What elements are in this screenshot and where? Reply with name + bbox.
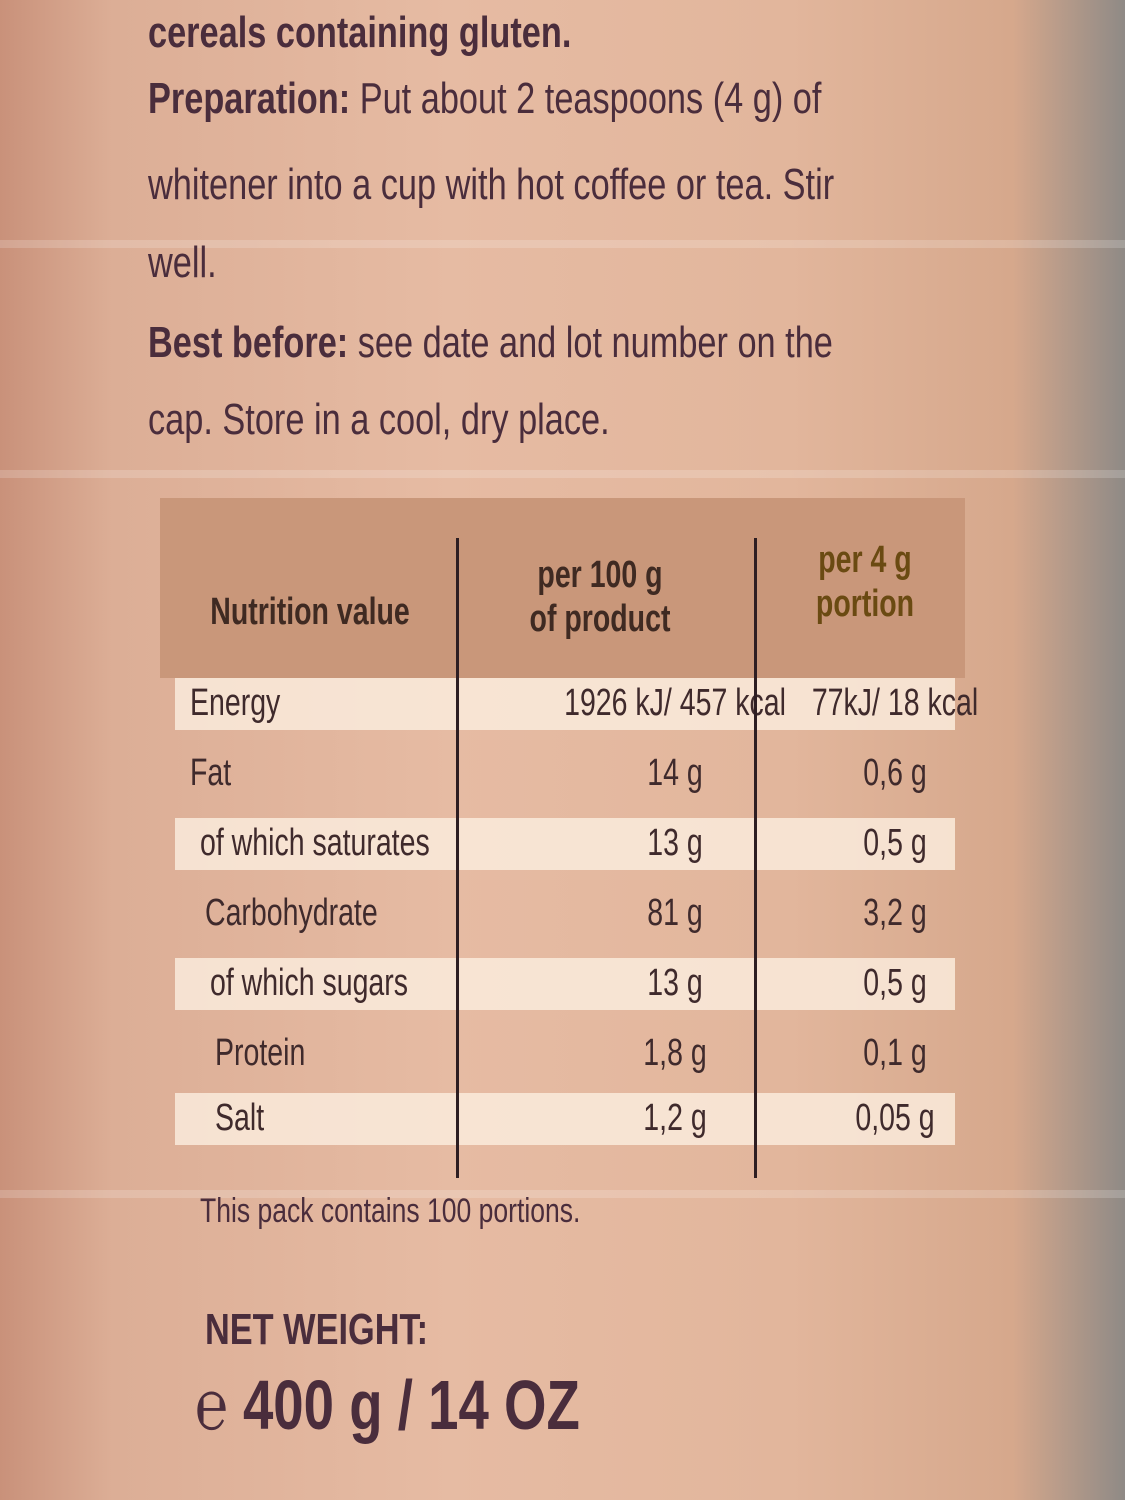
table-row: Fat 14 g 0,6 g [190, 752, 927, 794]
net-weight-label: NET WEIGHT: [205, 1305, 429, 1354]
table-row: of which sugars 13 g 0,5 g [175, 958, 955, 1010]
header-per-100g: per 100 g of product [529, 554, 671, 640]
estimated-sign-icon: ℮ [195, 1366, 228, 1444]
preparation-line-1: Preparation: Put about 2 teaspoons (4 g)… [148, 74, 821, 124]
table-row: of which saturates 13 g 0,5 g [175, 818, 955, 870]
best-before-line-1: Best before: see date and lot number on … [148, 318, 833, 368]
table-row: Salt 1,2 g 0,05 g [175, 1093, 955, 1145]
column-divider [754, 538, 757, 1178]
best-before-label: Best before: [148, 318, 349, 367]
header-per-4g: per 4 g portion [815, 539, 915, 625]
table-header [160, 498, 965, 678]
best-before-line-2: cap. Store in a cool, dry place. [148, 395, 610, 444]
table-row: Carbohydrate 81 g 3,2 g [205, 892, 927, 934]
preparation-text: Put about 2 teaspoons (4 g) of [350, 74, 822, 123]
preparation-line-3: well. [148, 238, 217, 287]
portions-footnote: This pack contains 100 portions. [200, 1192, 581, 1230]
best-before-text: see date and lot number on the [348, 318, 833, 367]
column-divider [456, 538, 459, 1178]
preparation-line-2: whitener into a cup with hot coffee or t… [148, 160, 835, 209]
table-row: Energy 1926 kJ/ 457 kcal 77kJ/ 18 kcal [175, 678, 978, 730]
nutrition-table: Nutrition value per 100 g of product per … [160, 498, 978, 1178]
preparation-label: Preparation: [148, 74, 351, 123]
header-nutrition-value: Nutrition value [210, 591, 410, 633]
net-weight-value: 400 g / 14 OZ [242, 1366, 580, 1444]
net-weight: ℮ 400 g / 14 OZ [195, 1365, 580, 1445]
table-row: Protein 1,8 g 0,1 g [215, 1032, 927, 1074]
allergen-text: cereals containing gluten. [148, 8, 572, 57]
